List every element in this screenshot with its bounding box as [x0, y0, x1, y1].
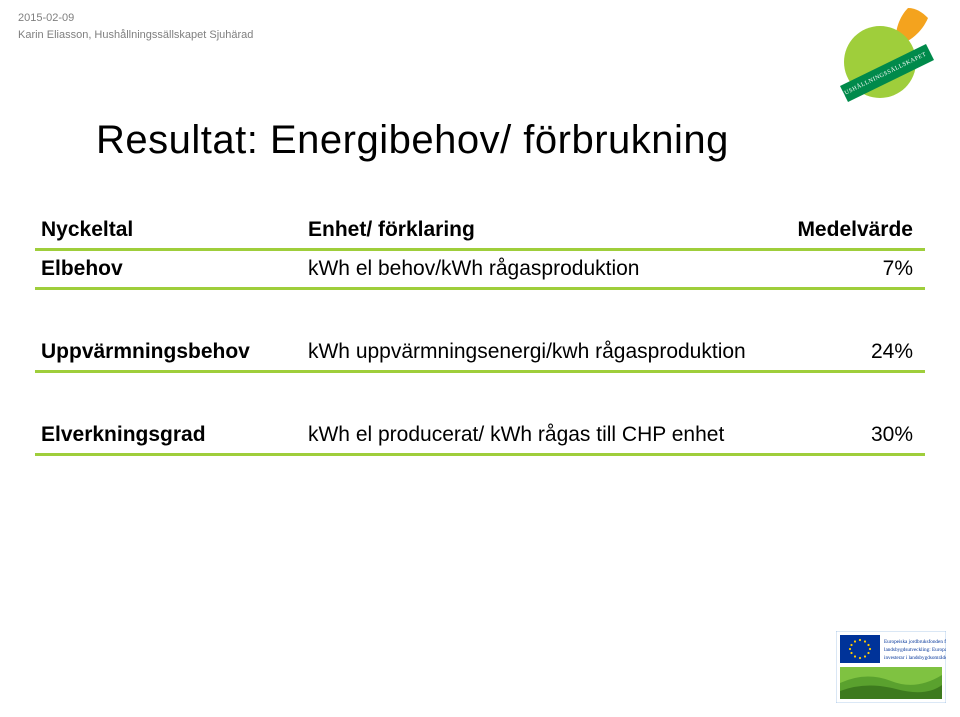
footer-text: Europeiska jordbruksfonden för: [884, 638, 946, 645]
table-header-row: Nyckeltal Enhet/ förklaring Medelvärde: [35, 212, 925, 248]
slide-meta: 2015-02-09 Karin Eliasson, Hushållningss…: [18, 10, 253, 43]
footer-text: investerar i landsbygdsområden: [884, 654, 946, 661]
divider: [35, 453, 925, 456]
meta-date: 2015-02-09: [18, 10, 253, 27]
row-label: Elverkningsgrad: [35, 417, 302, 453]
row-value: 30%: [791, 417, 925, 453]
meta-author: Karin Eliasson, Hushållningssällskapet S…: [18, 27, 253, 44]
org-logo: HUSHÅLLNINGSSÄLLSKAPET: [822, 6, 942, 116]
table-row: Elverkningsgrad kWh el producerat/ kWh r…: [35, 417, 925, 453]
row-label: Uppvärmningsbehov: [35, 334, 302, 370]
slide-title: Resultat: Energibehov/ förbrukning: [96, 118, 729, 163]
landscape-icon: [840, 667, 942, 699]
row-desc: kWh uppvärmningsenergi/kwh rågasprodukti…: [302, 334, 791, 370]
footer-text: landsbygdsutveckling: Europa: [884, 647, 946, 653]
eu-fund-logo: Europeiska jordbruksfonden för landsbygd…: [836, 631, 946, 703]
col-header: Enhet/ förklaring: [302, 212, 791, 248]
col-header: Medelvärde: [791, 212, 925, 248]
table-row: Elbehov kWh el behov/kWh rågasproduktion…: [35, 251, 925, 287]
row-desc: kWh el behov/kWh rågasproduktion: [302, 251, 791, 287]
row-value: 7%: [791, 251, 925, 287]
col-header: Nyckeltal: [35, 212, 302, 248]
row-desc: kWh el producerat/ kWh rågas till CHP en…: [302, 417, 791, 453]
results-table: Nyckeltal Enhet/ förklaring Medelvärde E…: [35, 212, 925, 456]
table-row: Uppvärmningsbehov kWh uppvärmningsenergi…: [35, 334, 925, 370]
row-value: 24%: [791, 334, 925, 370]
row-label: Elbehov: [35, 251, 302, 287]
